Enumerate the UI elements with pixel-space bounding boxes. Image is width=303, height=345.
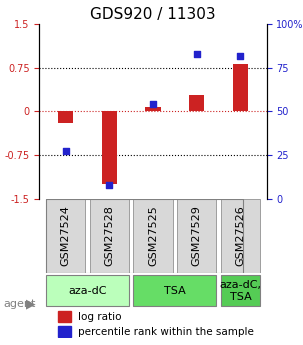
Bar bbox=[58, 311, 71, 322]
Point bbox=[107, 182, 112, 187]
Bar bbox=[233, 64, 248, 111]
FancyBboxPatch shape bbox=[133, 275, 216, 306]
Text: GSM27526: GSM27526 bbox=[235, 206, 245, 266]
Bar bbox=[189, 95, 204, 111]
FancyBboxPatch shape bbox=[221, 199, 260, 273]
Point bbox=[194, 51, 199, 57]
FancyBboxPatch shape bbox=[177, 199, 216, 273]
FancyBboxPatch shape bbox=[90, 199, 129, 273]
Text: aza-dC,
TSA: aza-dC, TSA bbox=[219, 280, 261, 302]
Text: GSM27525: GSM27525 bbox=[148, 206, 158, 266]
FancyBboxPatch shape bbox=[221, 275, 260, 306]
Bar bbox=[102, 111, 117, 184]
Text: aza-dC: aza-dC bbox=[68, 286, 107, 296]
FancyBboxPatch shape bbox=[46, 199, 85, 273]
Text: agent: agent bbox=[3, 299, 35, 309]
Bar bbox=[145, 107, 161, 111]
Title: GDS920 / 11303: GDS920 / 11303 bbox=[90, 7, 216, 22]
Text: GSM27524: GSM27524 bbox=[61, 206, 71, 266]
Text: ▶: ▶ bbox=[26, 298, 35, 311]
Point bbox=[238, 53, 243, 58]
Bar bbox=[58, 111, 73, 123]
Text: GSM27528: GSM27528 bbox=[104, 206, 114, 266]
FancyBboxPatch shape bbox=[133, 199, 173, 273]
Point bbox=[63, 149, 68, 154]
Text: log ratio: log ratio bbox=[78, 312, 122, 322]
Text: GSM27529: GSM27529 bbox=[192, 206, 202, 266]
FancyBboxPatch shape bbox=[46, 275, 129, 306]
Point bbox=[151, 102, 155, 107]
Bar bbox=[58, 326, 71, 337]
Text: TSA: TSA bbox=[164, 286, 186, 296]
Text: percentile rank within the sample: percentile rank within the sample bbox=[78, 326, 254, 336]
